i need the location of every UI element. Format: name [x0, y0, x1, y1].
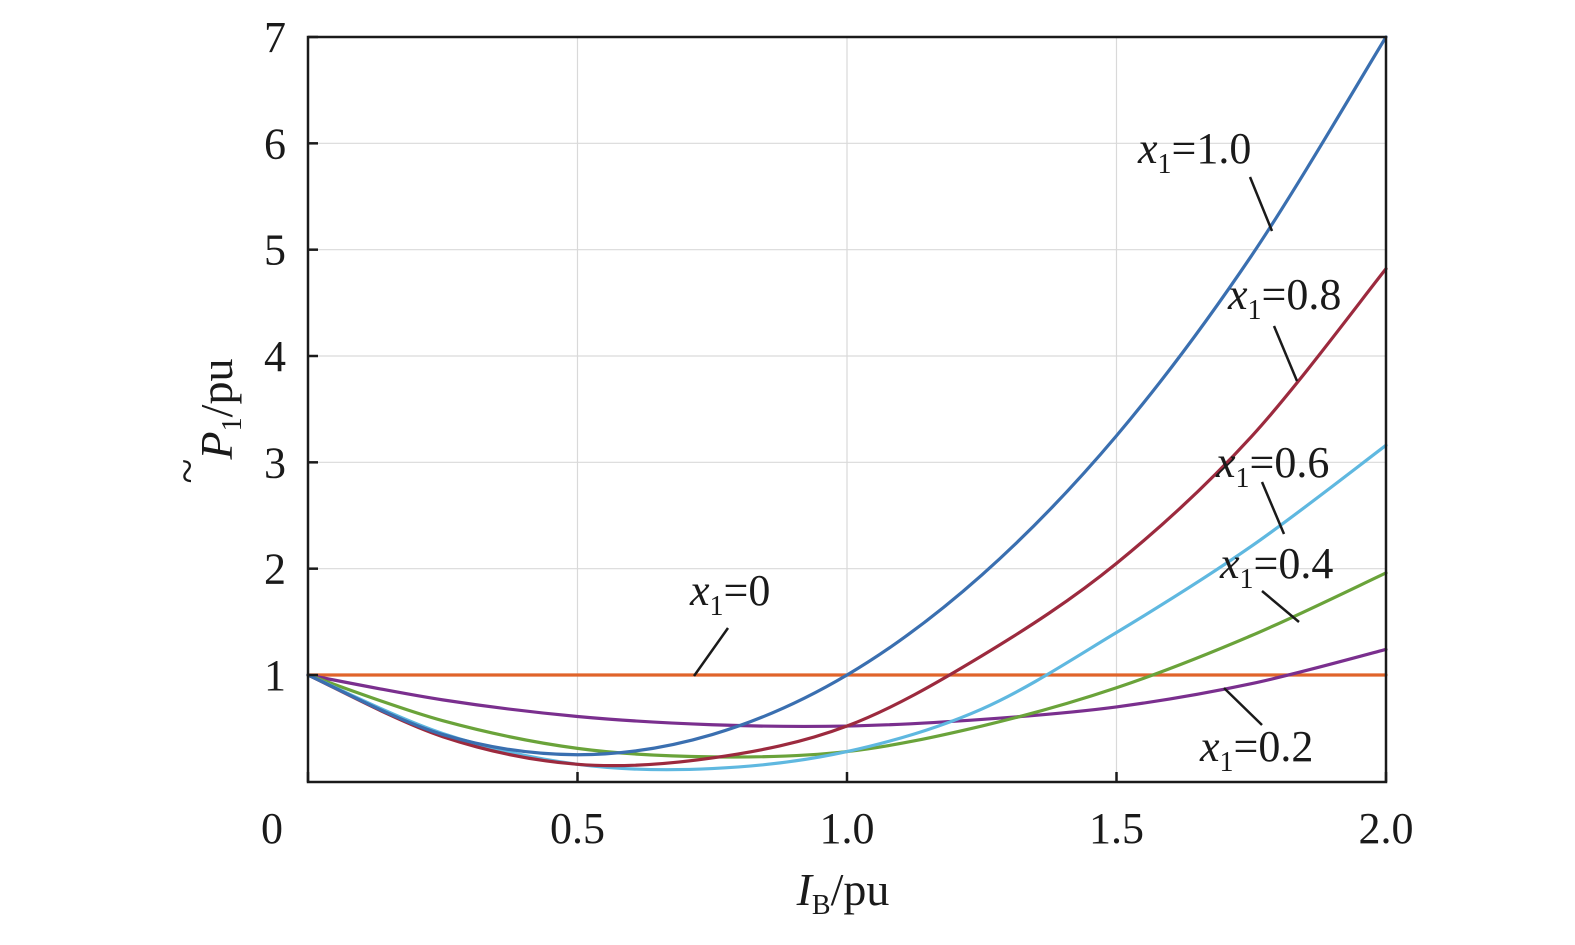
y-axis-title: P1/pu ~ — [161, 359, 248, 484]
x-axis-title-sub: B — [812, 890, 831, 921]
annotation-label: x1=0.6 — [1215, 438, 1329, 494]
y-tick-label: 3 — [264, 438, 286, 487]
x-tick-label: 0.5 — [550, 804, 605, 853]
series-annotations: x1=0 x1=0.2 x1=0.4 x1=0.6 x1=0.8 x1=1.0 — [689, 124, 1341, 778]
x-tick-label: 0 — [261, 804, 283, 853]
series-lines — [306, 35, 1388, 772]
y-tick-label: 4 — [264, 332, 286, 381]
annotation-label: x1=0.8 — [1227, 270, 1341, 326]
annotation-leader — [1248, 176, 1274, 232]
y-axis-title-accent: ~ — [161, 459, 212, 484]
x-axis-title-main: I — [796, 864, 815, 915]
y-tick-label: 1 — [264, 651, 286, 700]
y-axis-title-unit: /pu — [191, 359, 242, 418]
annotation-label: x1=0 — [689, 566, 770, 622]
annotation-leader — [692, 627, 730, 677]
y-tick-label: 2 — [264, 545, 286, 594]
series-line-x1-1 — [306, 35, 1388, 757]
y-tick-label: 6 — [264, 119, 286, 168]
y-tick-label: 7 — [264, 13, 286, 62]
annotation-label: x1=0.4 — [1219, 539, 1333, 595]
annotation-leader — [1223, 687, 1263, 726]
annotation-leader — [1261, 590, 1300, 623]
y-axis-title-main: P — [191, 431, 242, 460]
annotation-label: x1=0.2 — [1199, 722, 1313, 778]
annotation-leader — [1272, 325, 1299, 382]
annotation-leader — [1260, 481, 1286, 535]
x-axis-title: IB/pu — [796, 864, 890, 921]
svg-text:P1/pu: P1/pu — [191, 359, 248, 461]
x-axis-title-unit: /pu — [831, 864, 890, 915]
x-tick-label: 1.5 — [1089, 804, 1144, 853]
axis-ticks — [306, 35, 1388, 782]
tick-labels: 0 0.5 1.0 1.5 2.0 1 2 3 4 5 6 7 — [261, 13, 1414, 853]
annotation-label: x1=1.0 — [1137, 124, 1251, 180]
x-tick-label: 1.0 — [820, 804, 875, 853]
y-tick-label: 5 — [264, 226, 286, 275]
x-tick-label: 2.0 — [1359, 804, 1414, 853]
y-axis-title-sub: 1 — [217, 417, 248, 431]
series-line-x1-0-8 — [306, 267, 1388, 768]
